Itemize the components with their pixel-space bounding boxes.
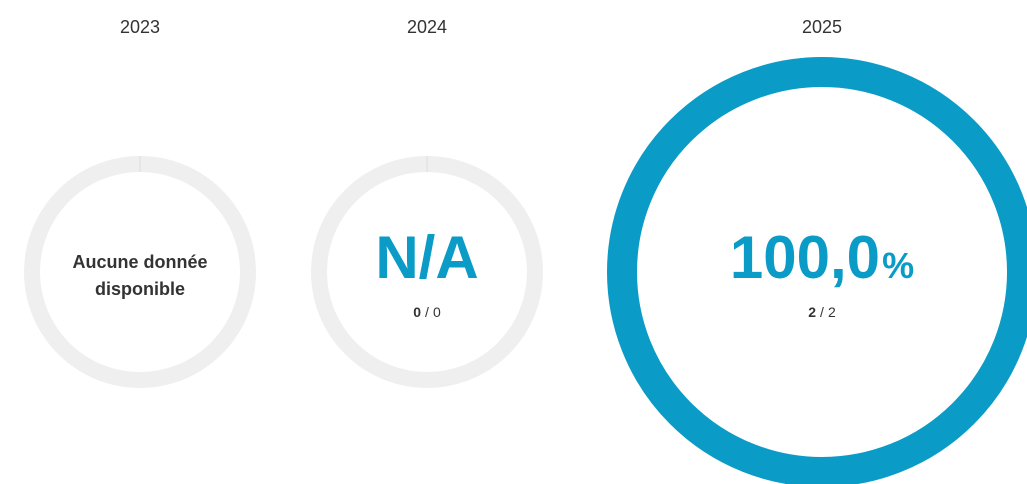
count: 0 bbox=[413, 304, 421, 320]
gauge-fraction: 2/2 bbox=[808, 304, 836, 320]
year-label: 2023 bbox=[120, 17, 160, 37]
value: 100,0 bbox=[730, 224, 880, 291]
gauge-2023: 2023 Aucune donnée disponible bbox=[24, 17, 256, 388]
year-label: 2024 bbox=[407, 17, 447, 37]
empty-message: disponible bbox=[95, 279, 185, 299]
ring-progress bbox=[607, 57, 1027, 484]
year-label: 2025 bbox=[802, 17, 842, 37]
gauge-fraction: 0/0 bbox=[413, 304, 441, 320]
separator: / bbox=[425, 304, 429, 320]
count: 2 bbox=[808, 304, 816, 320]
gauge-2024: 2024 N/A 0/0 bbox=[311, 17, 543, 388]
separator: / bbox=[820, 304, 824, 320]
unit: % bbox=[882, 245, 914, 286]
total: 2 bbox=[828, 304, 836, 320]
gauge-value: 100,0% bbox=[730, 224, 914, 291]
gauge-value: N/A bbox=[375, 224, 478, 291]
total: 0 bbox=[433, 304, 441, 320]
ring-track bbox=[24, 156, 256, 388]
empty-message: Aucune donnée bbox=[72, 252, 207, 272]
gauge-2025: 2025 100,0% 2/2 bbox=[607, 17, 1027, 484]
